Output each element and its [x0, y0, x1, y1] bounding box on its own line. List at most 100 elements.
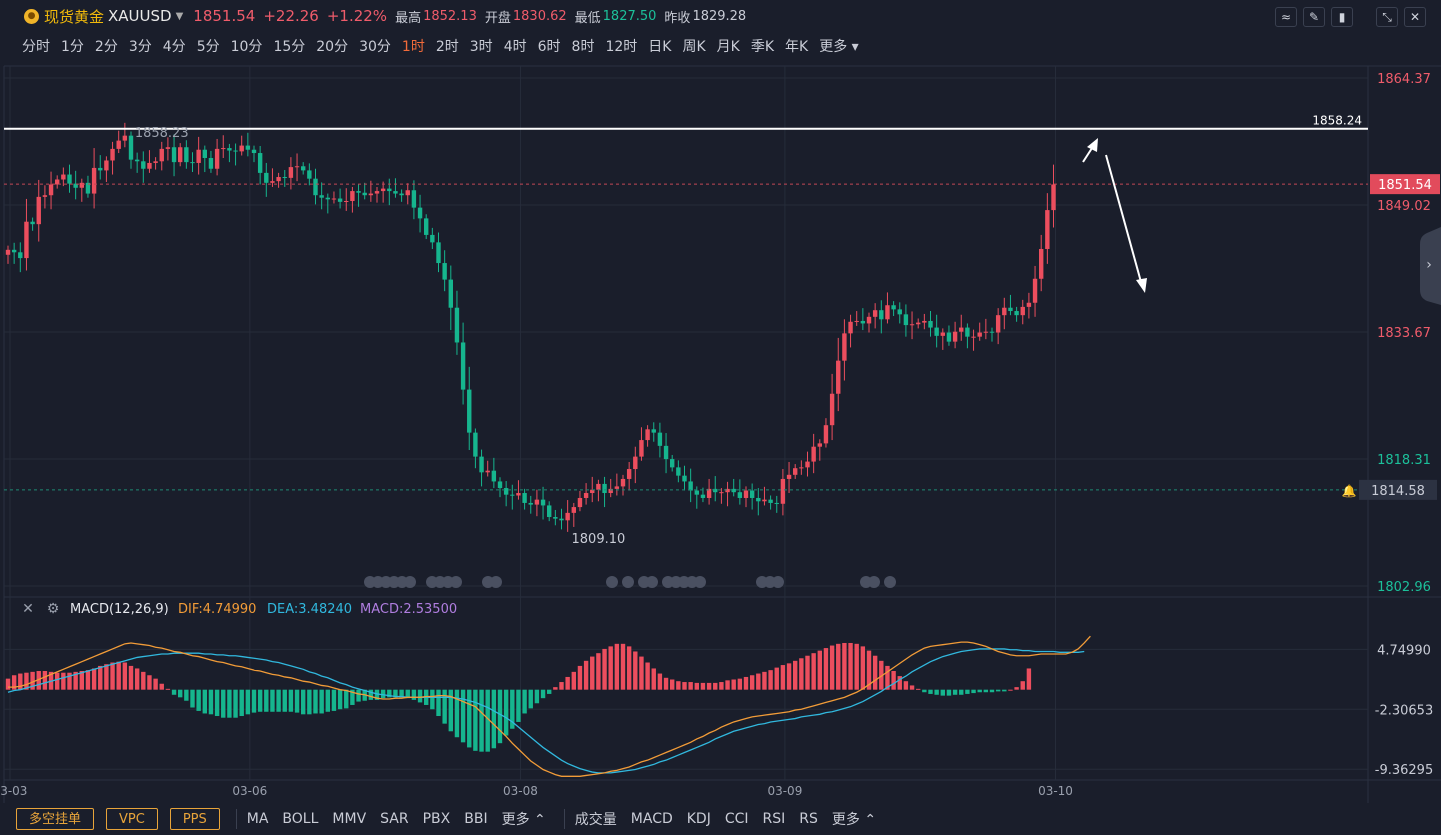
- gold-coin-icon: ●: [24, 8, 39, 24]
- candle-body: [959, 327, 964, 332]
- overlay-indicator-button[interactable]: SAR: [380, 811, 409, 827]
- period-tab[interactable]: 分时: [22, 39, 50, 55]
- period-tab[interactable]: 20分: [316, 39, 349, 55]
- macd-histogram-bar: [583, 660, 589, 690]
- candle-body: [553, 517, 558, 519]
- macd-histogram-bar: [36, 671, 41, 690]
- candle-body: [897, 309, 902, 315]
- macd-histogram-bar: [405, 689, 410, 699]
- symbol-dropdown-icon[interactable]: ▼: [175, 10, 184, 22]
- open-label: 开盘: [484, 10, 511, 26]
- macd-histogram-bar: [596, 653, 601, 690]
- macd-histogram-bar: [811, 653, 816, 690]
- period-tab[interactable]: 8时: [571, 39, 595, 55]
- order-tool-button[interactable]: 多空挂单: [16, 808, 95, 830]
- draw-pen-icon[interactable]: ✎: [1303, 7, 1325, 27]
- order-tool-button[interactable]: PPS: [169, 808, 220, 830]
- candle-body: [793, 468, 798, 475]
- period-tab[interactable]: 4时: [503, 39, 527, 55]
- macd-axis-label: -2.30653: [1375, 703, 1433, 718]
- close-icon[interactable]: ✕: [1404, 7, 1426, 27]
- overlay-indicator-button[interactable]: BBI: [464, 811, 488, 827]
- candle-body: [1020, 306, 1025, 316]
- period-tab[interactable]: 10分: [230, 39, 263, 55]
- candle-body: [61, 174, 66, 180]
- macd-histogram-bar: [134, 668, 140, 690]
- period-tab[interactable]: 6时: [537, 39, 561, 55]
- period-tab[interactable]: 年K: [785, 39, 809, 55]
- period-tab[interactable]: 4分: [162, 39, 186, 55]
- overlay-indicator-button[interactable]: PBX: [422, 811, 451, 827]
- candlestick-icon[interactable]: ▮: [1331, 7, 1353, 27]
- macd-histogram-bar: [922, 689, 927, 693]
- macd-histogram-bar: [590, 656, 595, 690]
- overlay-indicator-button[interactable]: BOLL: [282, 811, 319, 827]
- macd-histogram-bar: [153, 678, 158, 690]
- period-tab[interactable]: 3时: [469, 39, 493, 55]
- period-tab[interactable]: 3分: [128, 39, 152, 55]
- candle-body: [842, 333, 847, 361]
- order-tool-button[interactable]: VPC: [106, 808, 158, 830]
- candle-body: [725, 488, 730, 493]
- annotations: 1858.24 1851.54 1814.58 🔔 1858.23 1809.10 ›: [4, 114, 1441, 588]
- period-tab[interactable]: 15分: [273, 39, 306, 55]
- overlay-indicator-button[interactable]: MA: [246, 811, 269, 827]
- sub-indicator-button[interactable]: RS: [799, 811, 818, 827]
- period-tab[interactable]: 30分: [359, 39, 391, 55]
- period-tab[interactable]: 12时: [605, 39, 638, 55]
- period-tab[interactable]: 1分: [61, 39, 84, 55]
- candle-body: [540, 499, 546, 506]
- sub-indicator-button[interactable]: 更多 ⌃: [831, 812, 877, 828]
- candle-body: [30, 221, 35, 225]
- period-tab[interactable]: 周K: [682, 39, 706, 55]
- candle-body: [171, 147, 177, 163]
- candle-body: [940, 332, 945, 336]
- period-tab[interactable]: 2时: [435, 39, 459, 55]
- candle-body: [104, 160, 109, 171]
- line-chart-icon[interactable]: ≈: [1275, 7, 1297, 27]
- overlay-indicator-button[interactable]: 更多 ⌃: [501, 812, 546, 828]
- grid-lines: [3, 65, 1441, 803]
- macd-histogram-bar: [565, 676, 570, 690]
- candle-body: [36, 196, 41, 225]
- sub-indicator-button[interactable]: KDJ: [686, 811, 711, 827]
- candle-body: [719, 492, 724, 494]
- instrument-name[interactable]: 现货黄金: [44, 7, 105, 26]
- candle-body: [134, 159, 140, 162]
- candle-body: [768, 499, 773, 503]
- sub-indicator-button[interactable]: 成交量: [574, 812, 617, 828]
- price-chart[interactable]: ✕ ⚙ MACD(12,26,9) DIF:4.74990 DEA:3.48240 MAC…: [0, 33, 1441, 803]
- sub-indicator-button[interactable]: MACD: [630, 811, 673, 827]
- macd-histogram-bar: [497, 689, 503, 744]
- period-tab[interactable]: 更多 ▾: [819, 39, 859, 55]
- candle-body: [922, 320, 927, 323]
- macd-histogram-bar: [633, 651, 638, 690]
- candle-body: [682, 475, 687, 482]
- macd-histogram-bar: [879, 660, 884, 690]
- period-tab[interactable]: 月K: [716, 39, 740, 55]
- candle-body: [823, 425, 829, 444]
- candle-body: [190, 162, 195, 164]
- period-tab[interactable]: 季K: [750, 39, 775, 55]
- candle-body: [872, 310, 878, 317]
- high-label: 最高: [395, 10, 422, 26]
- dea-line: [7, 648, 1085, 774]
- collapse-icon[interactable]: ⤡: [1376, 7, 1398, 27]
- candle-body: [1002, 307, 1007, 316]
- candle-body: [651, 429, 656, 433]
- macd-histogram-bar: [780, 665, 786, 690]
- macd-histogram-bar: [374, 689, 380, 700]
- macd-histogram-bar: [965, 689, 970, 694]
- macd-histogram-bar: [301, 689, 306, 715]
- candle-body: [430, 234, 435, 243]
- candle-body: [577, 497, 583, 508]
- instrument-symbol[interactable]: XAUUSD: [108, 7, 172, 25]
- period-tab[interactable]: 5分: [196, 39, 220, 55]
- period-tab[interactable]: 日K: [648, 39, 672, 55]
- period-tab[interactable]: 1时: [401, 39, 425, 55]
- sub-indicator-button[interactable]: CCI: [724, 811, 749, 827]
- candle-body: [995, 315, 1001, 333]
- overlay-indicator-button[interactable]: MMV: [332, 811, 367, 827]
- sub-indicator-button[interactable]: RSI: [762, 811, 786, 827]
- period-tab[interactable]: 2分: [94, 39, 118, 55]
